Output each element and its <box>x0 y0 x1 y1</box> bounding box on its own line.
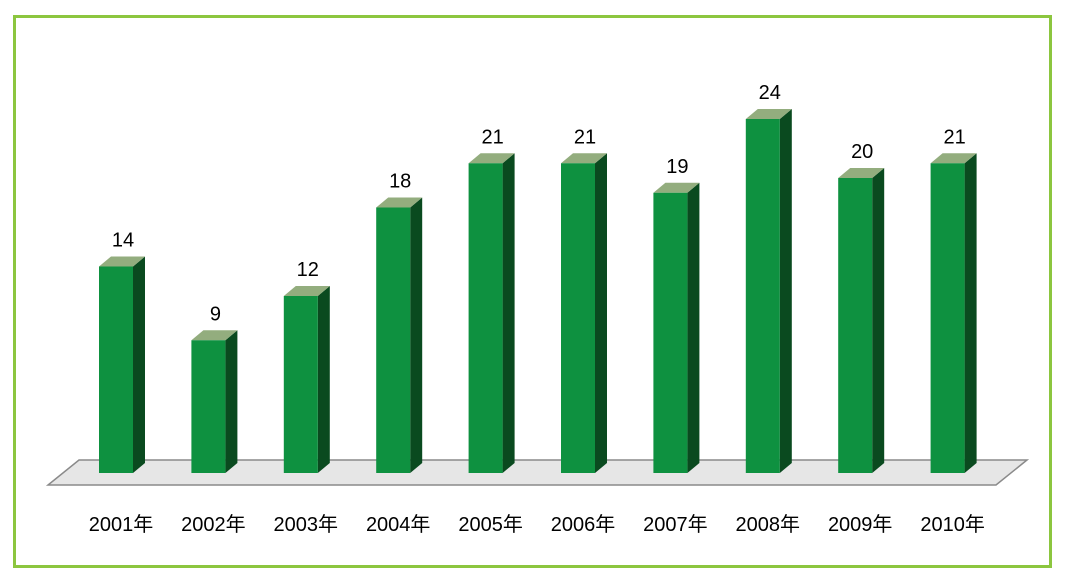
bar <box>930 153 977 473</box>
bar <box>745 109 792 473</box>
data-label: 21 <box>574 126 596 148</box>
bar-side <box>779 109 792 473</box>
bar-front <box>930 163 965 473</box>
bar-top <box>745 109 792 119</box>
bar-side <box>502 153 515 473</box>
bar <box>283 286 330 473</box>
bar-side <box>410 197 423 473</box>
bar-side <box>687 182 700 473</box>
bar-front <box>99 266 133 473</box>
bar-top <box>653 182 700 193</box>
data-label: 24 <box>759 82 781 104</box>
bar-side <box>872 168 885 473</box>
data-label: 12 <box>297 259 319 281</box>
bar-front <box>283 296 318 473</box>
bar-front <box>561 163 595 473</box>
x-tick-label: 2002年 <box>181 513 246 536</box>
x-tick-label: 2001年 <box>89 513 154 536</box>
bar-top <box>561 153 607 164</box>
bar-side <box>133 256 145 473</box>
data-label: 14 <box>112 230 134 252</box>
bar <box>561 153 607 473</box>
bar <box>376 197 423 473</box>
bar-top <box>468 153 515 164</box>
data-label: 21 <box>943 126 965 148</box>
value-labels-layer: 14 9 12 18 21 21 19 24 20 21 <box>112 82 966 325</box>
x-tick-label: 2010年 <box>920 513 985 536</box>
bar-top <box>376 197 423 208</box>
category-labels-layer: 2001年 2002年 2003年 2004年 2005年 2006年 2007年 2008年… <box>89 513 985 536</box>
data-label: 9 <box>210 303 221 325</box>
data-label: 19 <box>666 156 688 178</box>
bar-front <box>653 192 688 473</box>
bar-side <box>595 153 607 473</box>
x-tick-label: 2004年 <box>366 513 431 536</box>
bar-top <box>930 153 977 164</box>
bar-front <box>745 119 780 473</box>
data-label: 18 <box>389 171 411 193</box>
bar-top <box>99 256 145 267</box>
bar <box>653 182 700 473</box>
bar <box>99 256 145 473</box>
x-tick-label: 2009年 <box>828 513 893 536</box>
bar-front <box>191 340 226 473</box>
x-tick-label: 2003年 <box>274 513 339 536</box>
bar-top <box>838 168 885 178</box>
bar <box>838 168 885 473</box>
x-tick-label: 2006年 <box>551 513 616 536</box>
bar-side <box>225 330 238 473</box>
bar <box>191 330 238 473</box>
bar-top <box>191 330 238 341</box>
bars-layer <box>99 109 977 473</box>
x-tick-label: 2007年 <box>643 513 708 536</box>
bar <box>468 153 515 473</box>
bar-side <box>317 286 330 473</box>
bar-front <box>376 207 411 473</box>
bar-front <box>468 163 503 473</box>
bar-side <box>964 153 977 473</box>
bar-front <box>838 178 873 473</box>
x-tick-label: 2008年 <box>736 513 801 536</box>
data-label: 20 <box>851 141 873 163</box>
bar-top <box>283 286 330 296</box>
data-label: 21 <box>481 126 503 148</box>
x-tick-label: 2005年 <box>458 513 523 536</box>
